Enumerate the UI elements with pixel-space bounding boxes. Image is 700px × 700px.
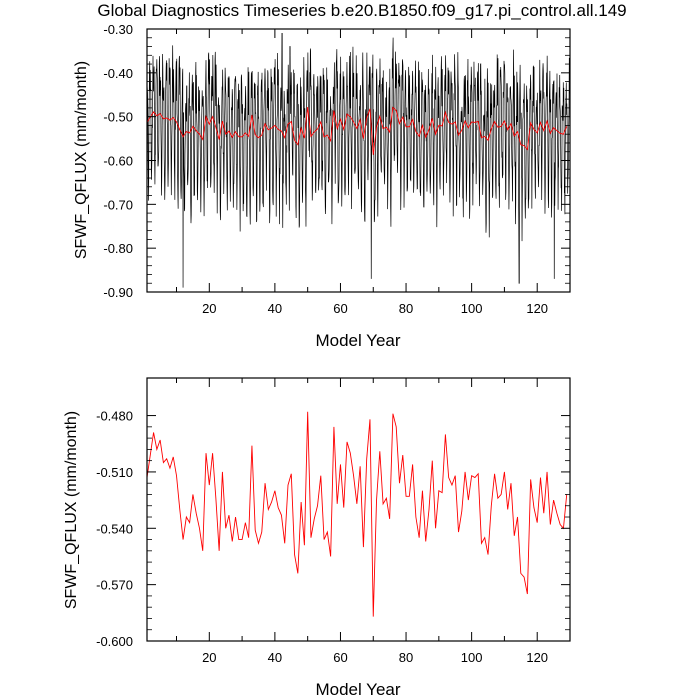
x-tick-label: 100 — [461, 301, 483, 316]
y-tick-label: -0.90 — [103, 285, 133, 300]
x-tick-label: 40 — [268, 301, 282, 316]
annual-panel: 20 40 60 80 100 120 -0.600 -0.570 -0.540 -0.510 -0… — [63, 377, 571, 699]
x-tick-label: 80 — [399, 301, 413, 316]
y-tick-label: -0.540 — [96, 521, 133, 536]
plot-lines — [147, 411, 568, 617]
y-tick-label: -0.570 — [96, 578, 133, 593]
x-tick-label: 120 — [526, 301, 548, 316]
y-tick-label: -0.40 — [103, 66, 133, 81]
x-tick-label: 60 — [333, 650, 347, 665]
y-tick-label: -0.60 — [103, 154, 133, 169]
tick-marks: 20 40 60 80 100 120 -0.600 -0.570 -0.540 -0.510 -0… — [96, 378, 570, 665]
y-axis-label: SFWF_QFLUX (mm/month) — [73, 61, 90, 259]
x-tick-label: 80 — [399, 650, 413, 665]
y-tick-label: -0.600 — [96, 634, 133, 649]
x-tick-label: 60 — [333, 301, 347, 316]
y-tick-label: -0.480 — [96, 409, 133, 424]
y-tick-label: -0.80 — [103, 241, 133, 256]
y-tick-label: -0.510 — [96, 465, 133, 480]
plot-lines — [147, 33, 570, 288]
x-tick-label: 40 — [268, 650, 282, 665]
x-axis-label: Model Year — [315, 680, 400, 699]
figure-title: Global Diagnostics Timeseries b.e20.B185… — [97, 1, 626, 20]
x-tick-label: 20 — [202, 650, 216, 665]
y-tick-label: -0.50 — [103, 110, 133, 125]
series-group — [147, 33, 570, 288]
x-tick-label: 120 — [526, 650, 548, 665]
series-group — [147, 411, 568, 617]
annual-series-line — [147, 106, 568, 155]
monthly-series-line — [147, 33, 570, 288]
x-axis-label: Model Year — [315, 331, 400, 350]
y-axis-label: SFWF_QFLUX (mm/month) — [63, 411, 80, 609]
annual-series-line — [147, 411, 568, 617]
y-tick-label: -0.70 — [103, 197, 133, 212]
tick-marks: 20 40 60 80 100 120 -0.90 -0.80 -0.70 -0.60 -0.50 -… — [103, 22, 570, 316]
y-tick-label: -0.30 — [103, 22, 133, 37]
plot-frame — [146, 377, 571, 642]
x-tick-label: 20 — [202, 301, 216, 316]
monthly-panel: 20 40 60 80 100 120 -0.90 -0.80 -0.70 -0.60 -0.50 -… — [73, 22, 571, 350]
x-tick-label: 100 — [461, 650, 483, 665]
